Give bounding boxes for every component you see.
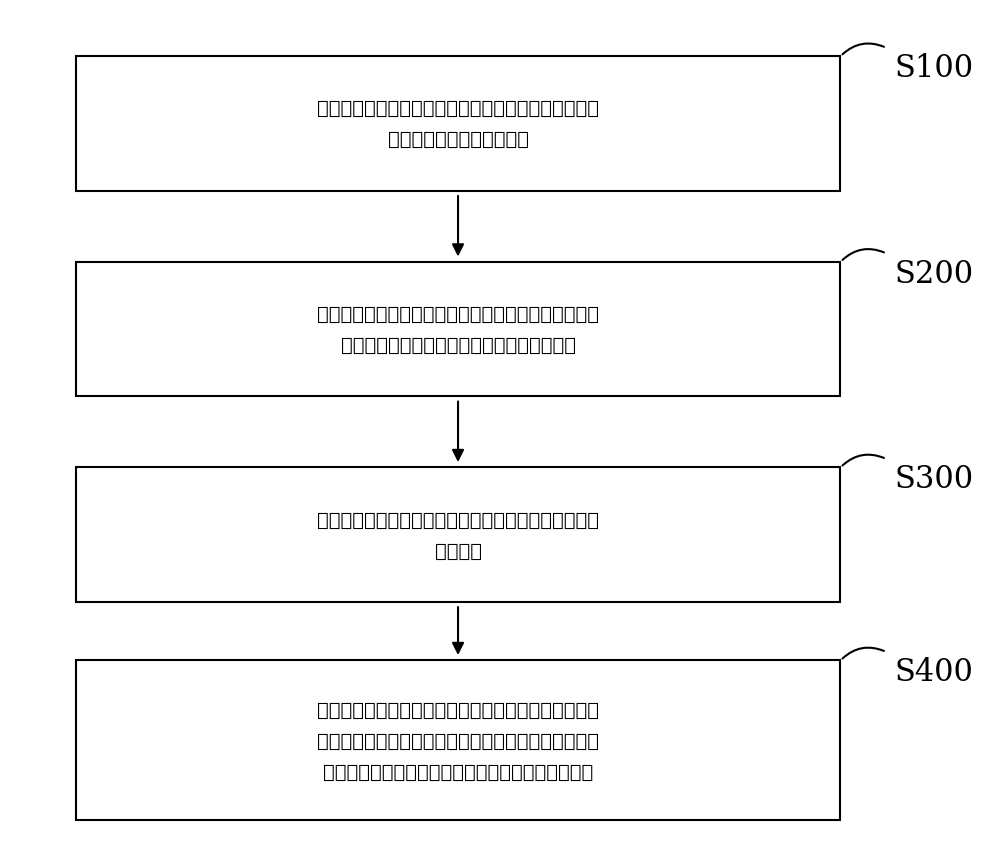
Text: 获取所述霍尔元件的信号编码再次切换时电机转子的增
量式编码器在信号编码两次切换间的增量编码: 获取所述霍尔元件的信号编码再次切换时电机转子的增 量式编码器在信号编码两次切换间… xyxy=(317,305,599,354)
Text: 根据所述标准角度和所述增量编码确定所述电机转子的
实际角度: 根据所述标准角度和所述增量编码确定所述电机转子的 实际角度 xyxy=(317,510,599,560)
Bar xyxy=(76,468,840,602)
Bar xyxy=(76,262,840,397)
Text: 根据所述电机转子的实际角度及对应的预设角度区间确
定所述电机的转速是否正常，若为否，则监测和修正所
述电机转子的角度信息以使所述电机转子的转速正常: 根据所述电机转子的实际角度及对应的预设角度区间确 定所述电机的转速是否正常，若为… xyxy=(317,699,599,780)
Text: S200: S200 xyxy=(894,258,974,290)
Bar xyxy=(76,57,840,192)
Text: S400: S400 xyxy=(894,657,973,688)
Text: S300: S300 xyxy=(894,463,974,495)
Text: 确定所述永磁同步电机的霍尔元件的信号编码切换时的
电机转子理论上的标准角度: 确定所述永磁同步电机的霍尔元件的信号编码切换时的 电机转子理论上的标准角度 xyxy=(317,100,599,149)
Text: S100: S100 xyxy=(894,53,974,84)
Bar xyxy=(76,660,840,820)
